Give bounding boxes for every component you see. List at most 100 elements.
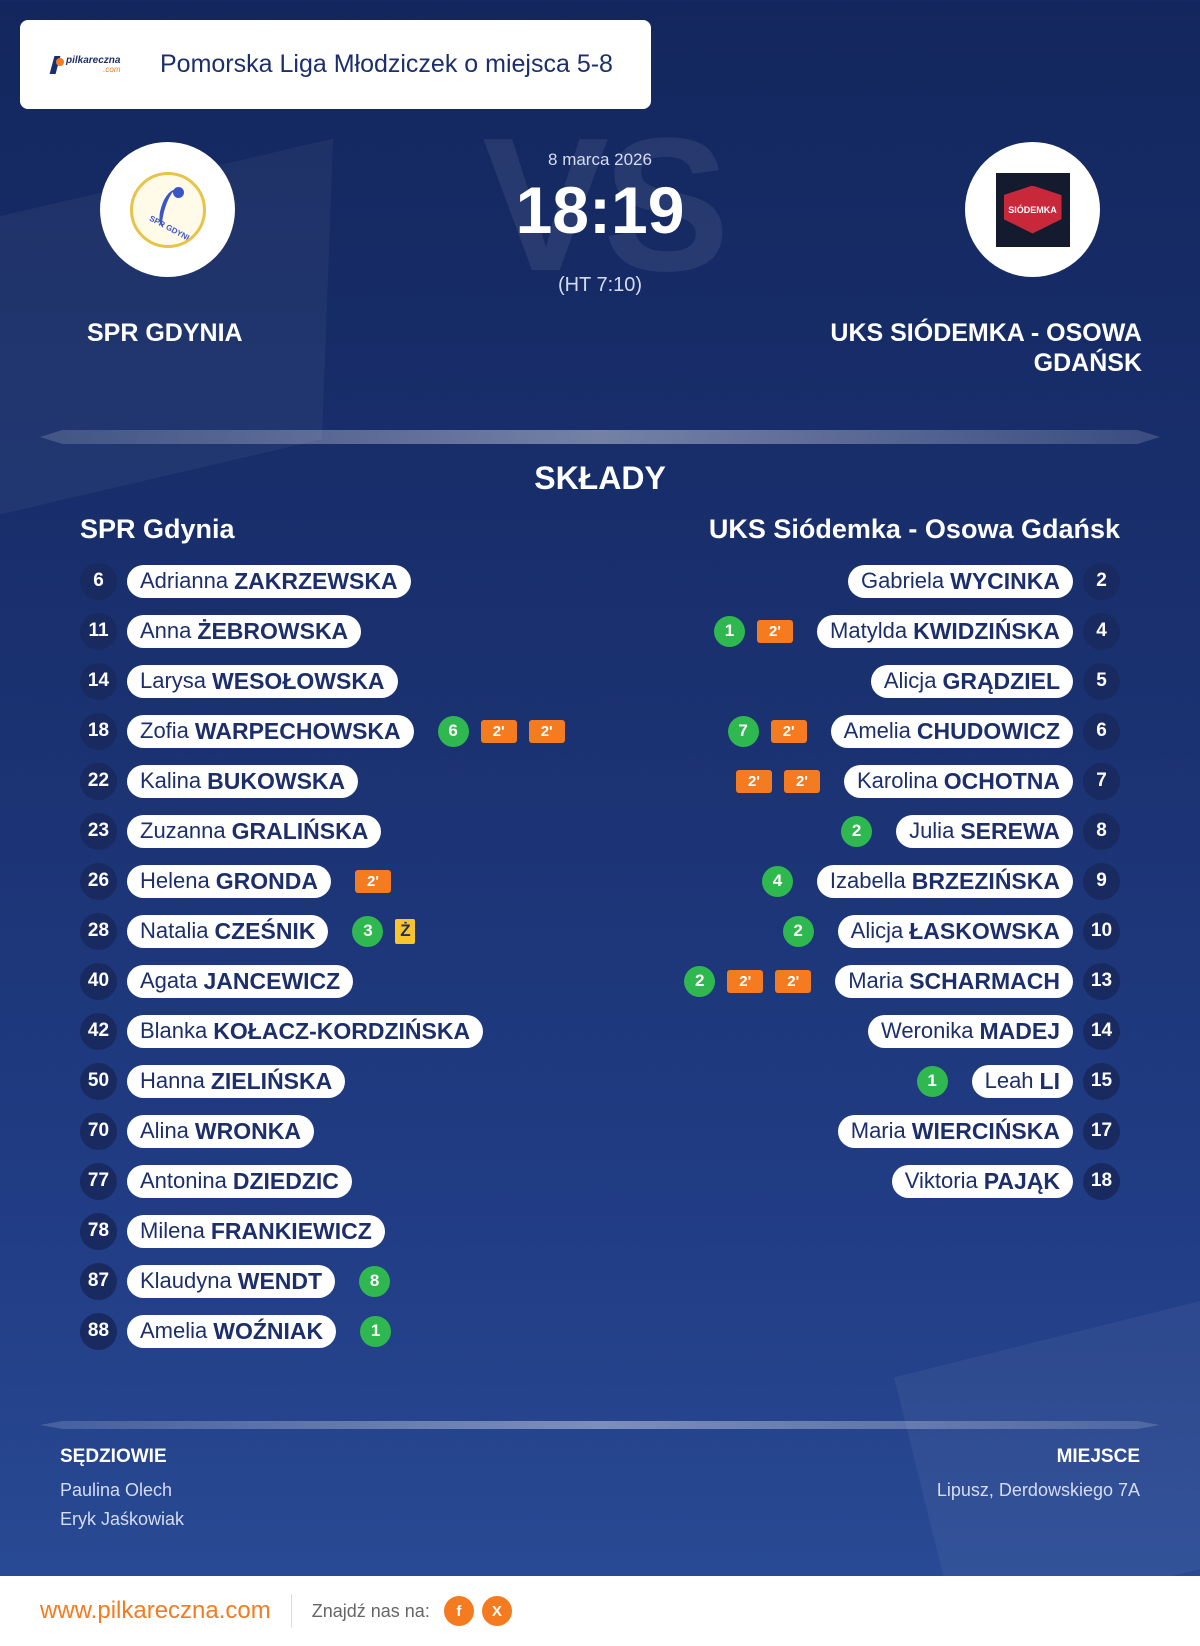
yellow-card-badge: Ż — [395, 918, 416, 944]
player-last-name: KWIDZIŃSKA — [913, 617, 1060, 644]
player-last-name: OCHOTNA — [943, 767, 1060, 794]
player-last-name: KOŁACZ-KORDZIŃSKA — [213, 1017, 471, 1044]
player-name[interactable]: Zofia WARPECHOWSKA — [127, 714, 414, 748]
shirt-number: 78 — [80, 1212, 117, 1250]
player-name[interactable]: Kalina BUKOWSKA — [127, 764, 359, 798]
player-last-name: JANCEWICZ — [203, 967, 341, 994]
suspension-badge: 2' — [528, 719, 565, 743]
suspension-badge: 2' — [354, 869, 391, 893]
shirt-number: 7 — [1083, 762, 1120, 800]
goals-badge: 2 — [841, 815, 873, 847]
player-stats: 2 — [782, 915, 814, 947]
venue-label: MIEJSCE — [1056, 1446, 1140, 1467]
player-name[interactable]: Karolina OCHOTNA — [844, 764, 1073, 798]
player-last-name: WIERCIŃSKA — [911, 1117, 1060, 1144]
player-name[interactable]: Hanna ZIELIŃSKA — [127, 1064, 346, 1098]
home-team-name: SPR GDYNIA — [87, 319, 243, 347]
player-last-name: WESOŁOWSKA — [212, 667, 385, 694]
home-roster: 6 Adrianna ZAKRZEWSKA 11 Anna ŻEBROWSKA 14 Lary… — [80, 556, 640, 1356]
shirt-number: 6 — [1083, 712, 1120, 750]
player-name[interactable]: Antonina DZIEDZIC — [127, 1164, 352, 1198]
player-first-name: Amelia — [843, 718, 911, 743]
shirt-number: 14 — [80, 662, 117, 700]
player-name[interactable]: Gabriela WYCINKA — [847, 564, 1073, 598]
vs-watermark: VS — [482, 99, 729, 311]
shirt-number: 4 — [1083, 612, 1120, 650]
player-name[interactable]: Agata JANCEWICZ — [127, 964, 354, 998]
player-row: 2 Alicja ŁASKOWSKA 10 — [600, 906, 1120, 956]
player-name[interactable]: Alina WRONKA — [127, 1114, 314, 1148]
player-last-name: LI — [1039, 1067, 1060, 1094]
player-row: 88 Amelia WOŹNIAK 1 — [80, 1306, 640, 1356]
player-last-name: SCHARMACH — [909, 967, 1060, 994]
player-name[interactable]: Anna ŻEBROWSKA — [127, 614, 362, 648]
player-stats: 2 — [841, 815, 873, 847]
player-stats: 1 — [360, 1315, 392, 1347]
player-first-name: Matylda — [830, 618, 908, 643]
player-name[interactable]: Maria SCHARMACH — [835, 964, 1073, 998]
shirt-number: 42 — [80, 1012, 117, 1050]
shirt-number: 50 — [80, 1062, 117, 1100]
shirt-number: 5 — [1083, 662, 1120, 700]
player-name[interactable]: Natalia CZEŚNIK — [127, 914, 329, 948]
player-name[interactable]: Helena GRONDA — [127, 864, 331, 898]
player-first-name: Viktoria — [904, 1168, 978, 1193]
suspension-badge: 2' — [770, 719, 807, 743]
find-us-label: Znajdź nas na: — [311, 1600, 430, 1621]
player-first-name: Zofia — [140, 718, 189, 743]
shirt-number: 2 — [1083, 562, 1120, 600]
logo-text: pilkareczna .com — [66, 54, 121, 74]
player-row: 70 Alina WRONKA — [80, 1106, 640, 1156]
player-name[interactable]: Milena FRANKIEWICZ — [127, 1214, 385, 1248]
player-name[interactable]: Alicja GRĄDZIEL — [870, 664, 1073, 698]
site-link[interactable]: www.pilkareczna.com — [40, 1597, 271, 1624]
player-last-name: SEREWA — [960, 817, 1060, 844]
player-name[interactable]: Leah LI — [971, 1064, 1073, 1098]
player-name[interactable]: Julia SEREWA — [896, 814, 1073, 848]
shirt-number: 13 — [1083, 962, 1120, 1000]
player-first-name: Weronika — [880, 1018, 974, 1043]
player-last-name: MADEJ — [979, 1017, 1060, 1044]
facebook-icon[interactable]: f — [443, 1596, 474, 1626]
player-last-name: BUKOWSKA — [207, 767, 346, 794]
player-first-name: Gabriela — [860, 568, 945, 593]
player-name[interactable]: Adrianna ZAKRZEWSKA — [127, 564, 411, 598]
player-name[interactable]: Alicja ŁASKOWSKA — [837, 914, 1073, 948]
player-name[interactable]: Amelia WOŹNIAK — [127, 1314, 337, 1348]
footer-separator — [290, 1594, 292, 1628]
halftime-score: (HT 7:10) — [557, 274, 643, 296]
player-row: 1 2' Matylda KWIDZIŃSKA 4 — [600, 606, 1120, 656]
shirt-number: 11 — [80, 612, 117, 650]
goals-badge: 1 — [714, 615, 746, 647]
divider — [40, 430, 1160, 444]
player-last-name: WOŹNIAK — [213, 1317, 324, 1344]
referee-name: Paulina Olech — [60, 1480, 173, 1500]
player-name[interactable]: Amelia CHUDOWICZ — [830, 714, 1073, 748]
player-row: 28 Natalia CZEŚNIK 3 Ż — [80, 906, 640, 956]
player-first-name: Maria — [848, 968, 904, 993]
pilkareczna-logo[interactable]: pilkareczna .com — [50, 45, 140, 85]
player-first-name: Leah — [984, 1068, 1034, 1093]
goals-badge: 6 — [437, 715, 469, 747]
shirt-number: 77 — [80, 1162, 117, 1200]
player-name[interactable]: Klaudyna WENDT — [127, 1264, 336, 1298]
player-name[interactable]: Zuzanna GRALIŃSKA — [127, 814, 382, 848]
player-name[interactable]: Larysa WESOŁOWSKA — [127, 664, 398, 698]
venue-address: Lipusz, Derdowskiego 7A — [936, 1480, 1140, 1500]
player-name[interactable]: Maria WIERCIŃSKA — [837, 1114, 1073, 1148]
player-last-name: FRANKIEWICZ — [210, 1217, 372, 1244]
player-name[interactable]: Weronika MADEJ — [867, 1014, 1073, 1048]
x-icon[interactable]: X — [481, 1596, 512, 1626]
player-row: 77 Antonina DZIEDZIC — [80, 1156, 640, 1206]
player-name[interactable]: Blanka KOŁACZ-KORDZIŃSKA — [127, 1014, 484, 1048]
player-row: 2 Julia SEREWA 8 — [600, 806, 1120, 856]
player-last-name: CZEŚNIK — [214, 917, 316, 944]
player-row: 42 Blanka KOŁACZ-KORDZIŃSKA — [80, 1006, 640, 1056]
player-stats: 2' — [354, 869, 391, 893]
goals-badge: 2 — [684, 965, 716, 997]
handball-player-icon — [50, 54, 66, 76]
siodemka-crest-icon: SIÓDEMKA — [995, 172, 1070, 247]
player-name[interactable]: Izabella BRZEZIŃSKA — [816, 864, 1073, 898]
player-name[interactable]: Viktoria PAJĄK — [891, 1164, 1073, 1198]
player-name[interactable]: Matylda KWIDZIŃSKA — [817, 614, 1073, 648]
